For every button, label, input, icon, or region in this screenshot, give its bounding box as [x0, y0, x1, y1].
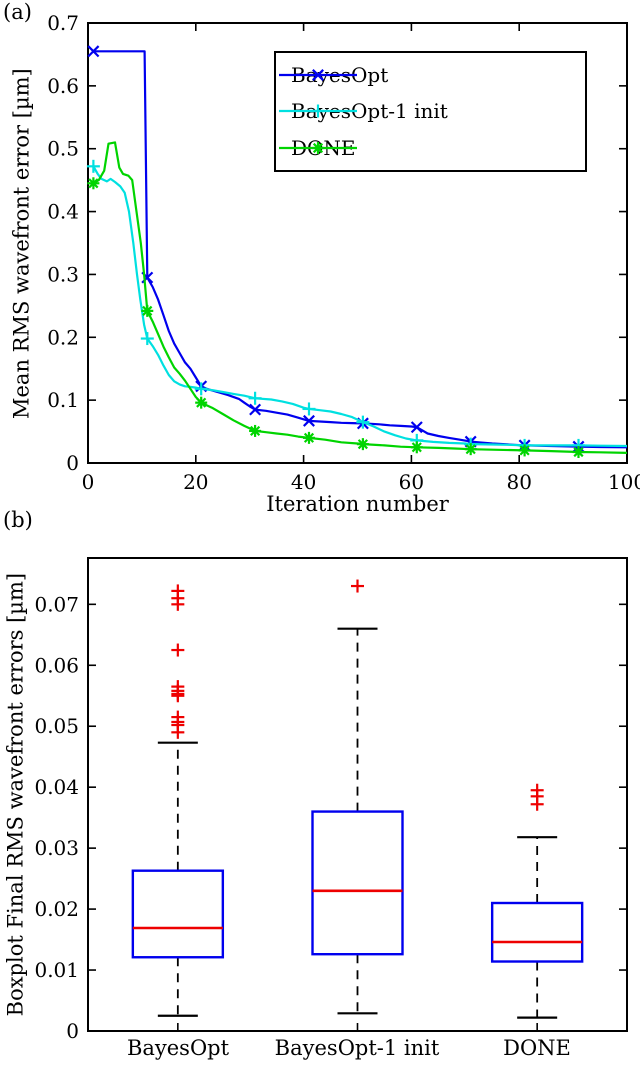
panel-a-x-axis-label: Iteration number: [266, 492, 449, 516]
svg-text:0.01: 0.01: [34, 958, 79, 982]
svg-text:80: 80: [506, 470, 531, 494]
bayesopt-line-marker-icon: [279, 69, 357, 82]
category-label-done: DONE: [503, 1036, 571, 1060]
svg-text:0.3: 0.3: [47, 262, 79, 286]
svg-text:0.1: 0.1: [47, 388, 79, 412]
bayesopt-1-init-line-marker-icon: [279, 104, 357, 118]
svg-text:20: 20: [183, 470, 208, 494]
svg-text:0.04: 0.04: [34, 775, 79, 799]
legend-entry-bayesopt-1-init: BayesOpt-1 init: [279, 99, 581, 124]
panel-b-letter: (b): [3, 508, 33, 532]
svg-text:0: 0: [82, 470, 95, 494]
svg-text:100: 100: [608, 470, 640, 494]
legend: BayesOpt BayesOpt-1 init DONE: [274, 51, 587, 172]
svg-text:0.07: 0.07: [34, 592, 79, 616]
svg-text:0: 0: [66, 1019, 79, 1043]
legend-entry-bayesopt: BayesOpt: [279, 65, 581, 85]
svg-text:0.7: 0.7: [47, 11, 79, 35]
line-chart-canvas: 0 20 40 60 80 100 0 0.1 0.2 0.3 0.4 0.5 0.6 0.7: [47, 11, 640, 494]
svg-text:40: 40: [291, 470, 316, 494]
svg-text:0.6: 0.6: [47, 74, 79, 98]
category-label-bayesopt-1-init: BayesOpt-1 init: [274, 1036, 440, 1060]
svg-text:0.5: 0.5: [47, 137, 79, 161]
svg-text:0.06: 0.06: [34, 653, 79, 677]
svg-text:0.05: 0.05: [34, 714, 79, 738]
panel-b-y-axis-label: Boxplot Final RMS wavefront errors [µm]: [3, 572, 28, 1017]
boxplot-canvas: 0 0.01 0.02 0.03 0.04 0.05 0.06 0.07: [34, 557, 628, 1043]
svg-text:60: 60: [399, 470, 424, 494]
legend-label-bayesopt-1-init: BayesOpt-1 init: [291, 99, 448, 124]
svg-text:0.03: 0.03: [34, 836, 79, 860]
panel-a-letter: (a): [3, 0, 32, 24]
svg-text:0.2: 0.2: [47, 325, 79, 349]
svg-text:0.4: 0.4: [47, 200, 79, 224]
legend-entry-done: DONE: [279, 138, 581, 158]
svg-text:0: 0: [66, 451, 79, 475]
svg-text:0.02: 0.02: [34, 897, 79, 921]
panel-a-y-axis-label: Mean RMS wavefront error [µm]: [9, 68, 34, 420]
done-line-marker-icon: [279, 141, 357, 154]
category-label-bayesopt: BayesOpt: [126, 1036, 230, 1060]
